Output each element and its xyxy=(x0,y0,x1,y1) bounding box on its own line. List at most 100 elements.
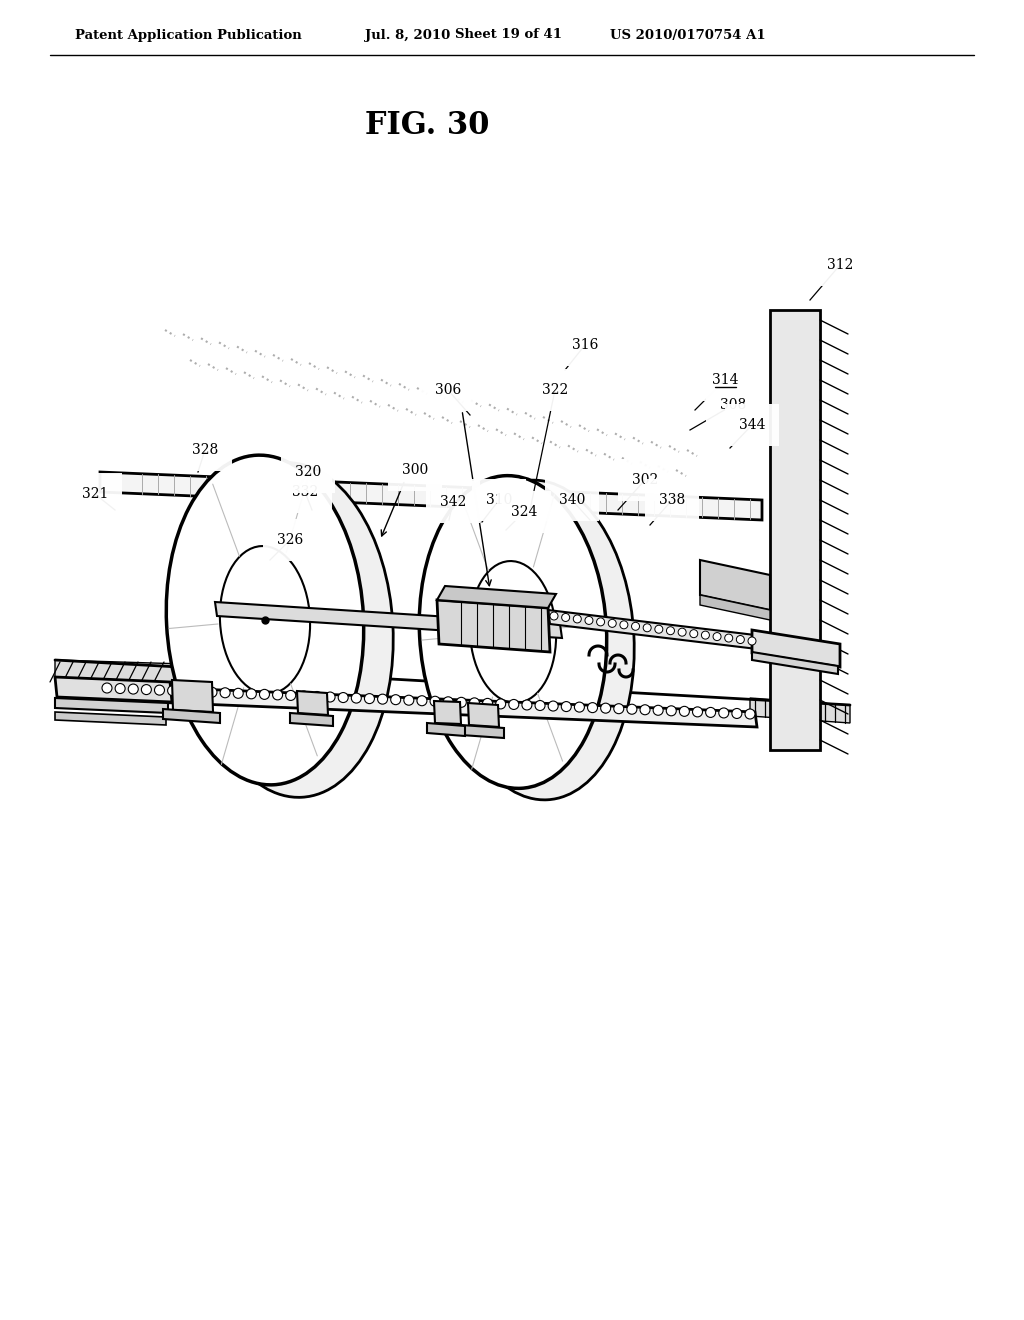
Polygon shape xyxy=(215,602,562,638)
Circle shape xyxy=(573,615,582,623)
Circle shape xyxy=(748,638,756,645)
Circle shape xyxy=(286,690,296,701)
Polygon shape xyxy=(434,701,461,723)
Polygon shape xyxy=(437,586,556,609)
Circle shape xyxy=(597,618,604,626)
Polygon shape xyxy=(427,723,465,737)
Ellipse shape xyxy=(470,561,556,704)
Circle shape xyxy=(561,614,569,622)
Circle shape xyxy=(168,685,177,696)
Circle shape xyxy=(102,682,112,693)
Ellipse shape xyxy=(443,480,634,800)
Polygon shape xyxy=(700,560,770,610)
Circle shape xyxy=(417,696,427,706)
Text: 316: 316 xyxy=(571,338,598,352)
Text: FIG. 30: FIG. 30 xyxy=(365,110,489,140)
Text: 324: 324 xyxy=(511,506,538,519)
Ellipse shape xyxy=(193,462,393,797)
Circle shape xyxy=(627,705,637,714)
Circle shape xyxy=(745,709,755,719)
Text: 321: 321 xyxy=(82,487,109,502)
Text: 302: 302 xyxy=(632,473,658,487)
Polygon shape xyxy=(750,698,850,723)
Polygon shape xyxy=(55,660,185,684)
Text: 310: 310 xyxy=(485,492,512,507)
Circle shape xyxy=(608,619,616,627)
Polygon shape xyxy=(468,704,499,727)
Polygon shape xyxy=(700,595,770,620)
Circle shape xyxy=(679,706,689,717)
Circle shape xyxy=(550,612,558,620)
Circle shape xyxy=(351,693,361,704)
Text: 312: 312 xyxy=(826,257,853,272)
Polygon shape xyxy=(548,610,757,649)
Circle shape xyxy=(141,685,152,694)
Circle shape xyxy=(601,704,610,713)
Circle shape xyxy=(678,628,686,636)
Circle shape xyxy=(585,616,593,624)
Circle shape xyxy=(536,701,545,710)
Polygon shape xyxy=(770,310,820,750)
Circle shape xyxy=(338,693,348,702)
Polygon shape xyxy=(55,677,172,702)
Circle shape xyxy=(180,686,190,696)
Circle shape xyxy=(632,622,640,630)
Circle shape xyxy=(247,689,256,698)
Circle shape xyxy=(706,708,716,717)
Circle shape xyxy=(312,692,322,701)
Text: US 2010/0170754 A1: US 2010/0170754 A1 xyxy=(610,29,766,41)
Circle shape xyxy=(653,705,664,715)
Circle shape xyxy=(128,684,138,694)
Polygon shape xyxy=(461,725,504,738)
Circle shape xyxy=(701,631,710,639)
Circle shape xyxy=(574,702,585,711)
Text: 314: 314 xyxy=(712,374,738,387)
Circle shape xyxy=(430,696,440,706)
Circle shape xyxy=(719,708,729,718)
Circle shape xyxy=(325,692,335,702)
Circle shape xyxy=(643,624,651,632)
Text: 300: 300 xyxy=(401,463,428,477)
Text: 344: 344 xyxy=(738,418,765,432)
Text: 332: 332 xyxy=(292,484,318,499)
Circle shape xyxy=(155,685,165,696)
Text: 328: 328 xyxy=(191,444,218,457)
Polygon shape xyxy=(752,630,840,667)
Polygon shape xyxy=(55,711,166,725)
Circle shape xyxy=(220,688,230,698)
Circle shape xyxy=(469,698,479,708)
Polygon shape xyxy=(55,698,168,713)
Circle shape xyxy=(732,709,741,718)
Circle shape xyxy=(620,620,628,628)
Text: 308: 308 xyxy=(720,399,746,412)
Polygon shape xyxy=(100,685,757,727)
Circle shape xyxy=(692,708,702,717)
Circle shape xyxy=(667,627,675,635)
Circle shape xyxy=(613,704,624,714)
Circle shape xyxy=(457,697,466,708)
Text: 340: 340 xyxy=(559,492,585,507)
Circle shape xyxy=(299,690,309,701)
Circle shape xyxy=(654,626,663,634)
Circle shape xyxy=(259,689,269,700)
Text: 338: 338 xyxy=(658,492,685,507)
Circle shape xyxy=(713,632,721,640)
Circle shape xyxy=(443,697,454,706)
Text: 322: 322 xyxy=(542,383,568,397)
Circle shape xyxy=(482,698,493,709)
Text: Sheet 19 of 41: Sheet 19 of 41 xyxy=(455,29,562,41)
Circle shape xyxy=(690,630,697,638)
Circle shape xyxy=(365,693,375,704)
Circle shape xyxy=(640,705,650,714)
Circle shape xyxy=(548,701,558,711)
Circle shape xyxy=(272,690,283,700)
Circle shape xyxy=(391,694,400,705)
Circle shape xyxy=(115,684,125,693)
Text: 306: 306 xyxy=(435,383,461,397)
Polygon shape xyxy=(752,652,838,675)
Circle shape xyxy=(496,698,506,709)
Circle shape xyxy=(509,700,519,709)
Circle shape xyxy=(667,706,676,715)
Ellipse shape xyxy=(248,556,338,705)
Text: 320: 320 xyxy=(295,465,322,479)
